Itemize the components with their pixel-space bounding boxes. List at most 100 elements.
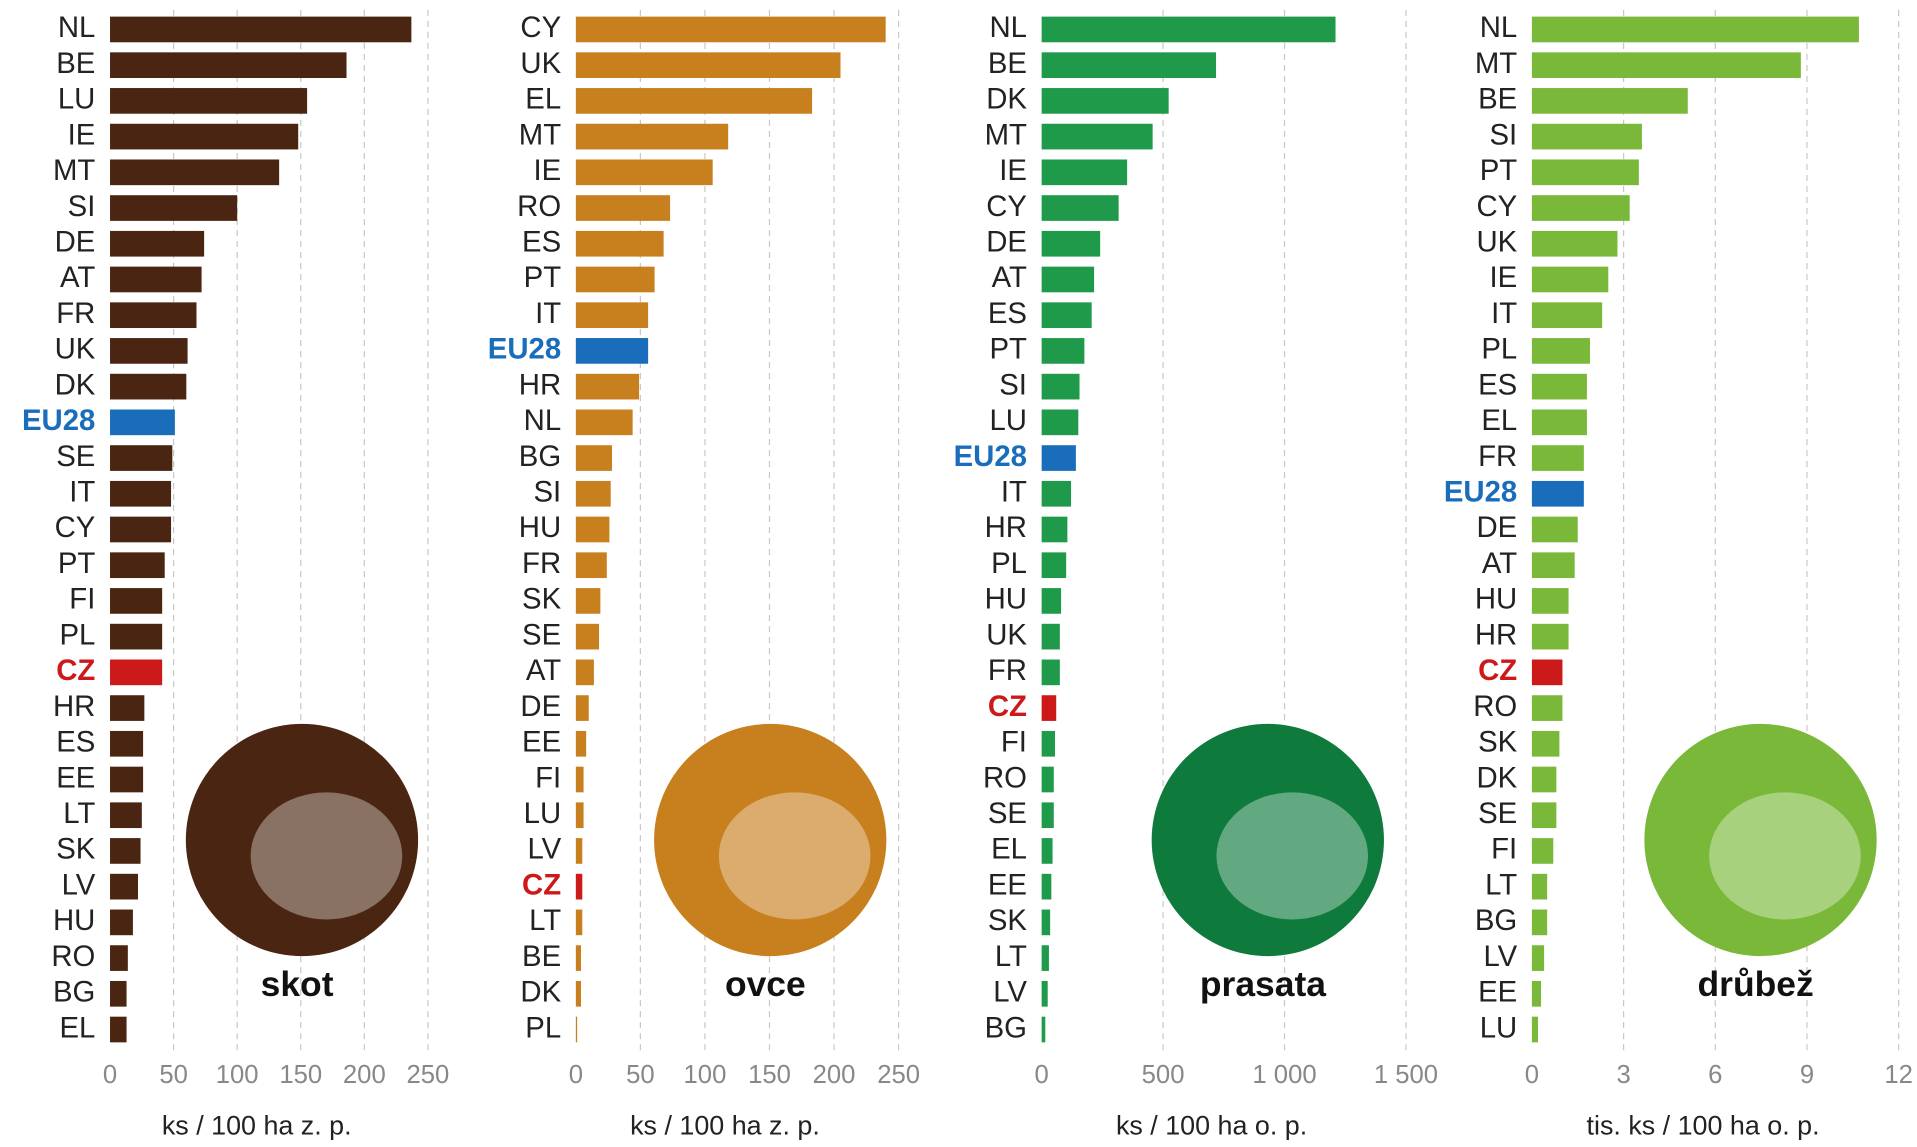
y-tick-label: SK	[56, 833, 96, 866]
bar	[1531, 766, 1557, 793]
panel-label: prasata	[1200, 964, 1326, 1004]
y-tick-label: FI	[535, 761, 561, 794]
bar	[1531, 266, 1609, 293]
bar	[575, 409, 633, 436]
bar	[1041, 123, 1153, 150]
y-tick-label: DE	[520, 690, 561, 723]
bar	[1531, 409, 1587, 436]
y-tick-label: FR	[56, 297, 95, 330]
bar	[575, 588, 601, 614]
y-tick-label: ES	[522, 226, 561, 259]
y-tick-label: PL	[1481, 333, 1517, 366]
bar	[575, 766, 584, 793]
x-tick-label: 12	[1884, 1061, 1913, 1089]
x-tick-label: 100	[684, 1061, 727, 1089]
bar	[575, 445, 612, 471]
bar	[1531, 159, 1639, 186]
y-tick-label: DK	[1476, 761, 1517, 794]
bar	[575, 552, 607, 579]
x-tick-label: 200	[813, 1061, 856, 1089]
y-tick-label: SK	[1478, 726, 1518, 759]
y-tick-label: CY	[520, 11, 561, 44]
bar	[1041, 909, 1051, 936]
y-tick-label: PT	[58, 547, 96, 580]
bar	[110, 873, 139, 900]
bar	[1531, 659, 1563, 686]
bar	[1041, 945, 1049, 971]
y-tick-label: DK	[55, 368, 96, 401]
bar	[575, 195, 671, 221]
bar	[1531, 52, 1801, 79]
y-tick-label: UK	[986, 618, 1027, 651]
bar	[1041, 695, 1057, 721]
icon-detail	[718, 792, 871, 920]
bar	[575, 980, 581, 1007]
y-tick-label: NL	[524, 404, 562, 437]
y-tick-label: LV	[527, 833, 561, 866]
y-tick-label: BG	[1475, 904, 1517, 937]
icon	[185, 723, 419, 957]
y-tick-label: SE	[56, 440, 95, 473]
bar	[1041, 159, 1128, 186]
bar	[1531, 552, 1575, 579]
y-tick-label: SI	[999, 368, 1027, 401]
bar	[110, 302, 197, 329]
bar	[1041, 16, 1336, 43]
y-tick-label: AT	[526, 654, 561, 687]
y-tick-label: EE	[1478, 976, 1517, 1009]
y-tick-label: ES	[1478, 368, 1517, 401]
bar	[575, 159, 713, 186]
y-tick-label: CZ	[522, 868, 561, 901]
y-tick-label: HR	[985, 511, 1027, 544]
bar	[575, 516, 610, 543]
y-tick-label: BE	[988, 47, 1027, 80]
y-tick-label: SE	[988, 797, 1027, 830]
y-tick-label: PT	[1480, 154, 1518, 187]
bar	[1041, 409, 1079, 436]
bar	[1041, 195, 1119, 221]
bar	[110, 802, 142, 829]
y-tick-label: LT	[1485, 868, 1517, 901]
y-tick-label: LU	[1480, 1011, 1518, 1044]
x-tick-label: 1 000	[1252, 1061, 1316, 1089]
bar	[575, 695, 589, 721]
y-tick-label: EU28	[954, 440, 1027, 473]
bar	[1041, 480, 1072, 507]
panel: 0 500 1 000 1 500prasataNLBEDKMTIECYDEATESP…	[954, 9, 1438, 1140]
panel-label: ovce	[725, 964, 806, 1004]
bar	[110, 980, 127, 1007]
bar	[110, 373, 187, 400]
y-tick-label: MT	[985, 118, 1027, 151]
x-tick-label: 100	[216, 1061, 259, 1089]
panel-label: drůbež	[1698, 964, 1814, 1004]
bar	[110, 195, 238, 221]
bar	[1531, 516, 1578, 543]
bar	[110, 16, 412, 43]
bar	[110, 730, 144, 757]
bar	[1041, 623, 1060, 650]
y-tick-label: IT	[1001, 476, 1027, 509]
y-tick-label: CZ	[1478, 654, 1517, 687]
y-tick-label: EU28	[22, 404, 95, 437]
y-tick-label: LV	[1484, 940, 1518, 973]
bar	[1531, 123, 1642, 150]
y-tick-label: PL	[525, 1011, 561, 1044]
y-tick-label: EU28	[1444, 476, 1517, 509]
y-tick-label: HU	[519, 511, 561, 544]
y-tick-label: FI	[69, 583, 95, 616]
y-tick-label: EL	[59, 1011, 95, 1044]
y-tick-label: FI	[1001, 726, 1027, 759]
x-tick-label: 0	[1525, 1061, 1539, 1089]
x-tick-label: 9	[1800, 1061, 1814, 1089]
bar	[1041, 88, 1169, 114]
x-tick-label: 6	[1708, 1061, 1722, 1089]
bar	[1041, 980, 1048, 1007]
x-tick-label: 200	[343, 1061, 386, 1089]
bar	[1041, 873, 1052, 900]
y-tick-label: HU	[1475, 583, 1517, 616]
bar	[110, 588, 163, 614]
y-tick-label: PL	[59, 618, 95, 651]
y-tick-label: MT	[53, 154, 95, 187]
y-tick-label: DE	[55, 226, 96, 259]
